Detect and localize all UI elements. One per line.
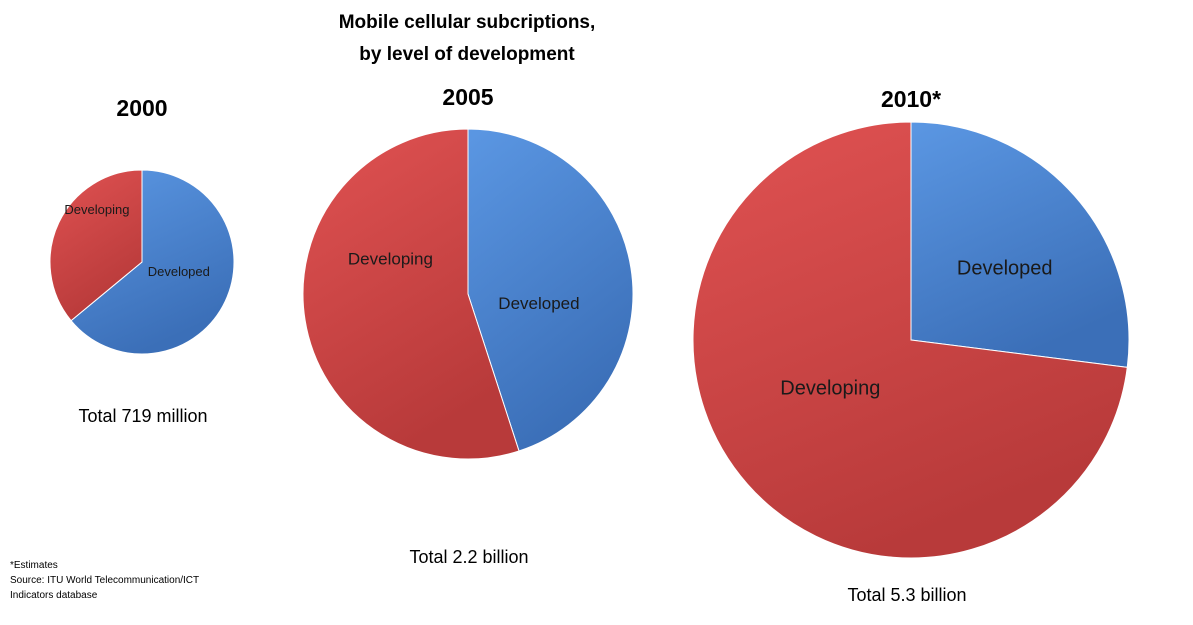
pie-year-title: 2000 (116, 95, 167, 121)
footnote-database: Indicators database (10, 590, 98, 601)
pie-slice-developing (49, 169, 143, 322)
slice-label-developed: Developed (498, 294, 579, 313)
chart-title-line-1: Mobile cellular subcriptions, (339, 12, 596, 33)
pie-year-title: 2010* (881, 86, 941, 112)
pie-total-label: Total 5.3 billion (847, 585, 966, 605)
footnote-estimates: *Estimates (10, 560, 58, 571)
pie-2010: Developed Developing 2010* Total 5.3 billio… (692, 86, 1130, 605)
pie-slice-developing (302, 128, 520, 460)
slice-label-developed: Developed (957, 258, 1053, 280)
pie-slice-developed (910, 121, 1130, 368)
pie-total-label: Total 2.2 billion (409, 547, 528, 567)
slice-label-developing: Developing (348, 249, 433, 268)
pie-2005: Developed Developing 2005 Total 2.2 billion (302, 84, 634, 567)
pie-year-title: 2005 (442, 84, 493, 110)
slice-label-developing: Developing (780, 378, 880, 400)
pie-slice-developing (692, 121, 1128, 559)
pie-slice-developed (70, 169, 235, 355)
pie-2000: Developed Developing 2000 Total 719 million (49, 95, 235, 426)
slice-label-developed: Developed (148, 264, 210, 279)
chart-title-line-2: by level of development (359, 44, 575, 65)
pie-slice-developed (467, 128, 634, 452)
pie-total-label: Total 719 million (78, 406, 207, 426)
slice-label-developing: Developing (64, 202, 129, 217)
footnote-source: Source: ITU World Telecommunication/ICT (10, 575, 199, 586)
